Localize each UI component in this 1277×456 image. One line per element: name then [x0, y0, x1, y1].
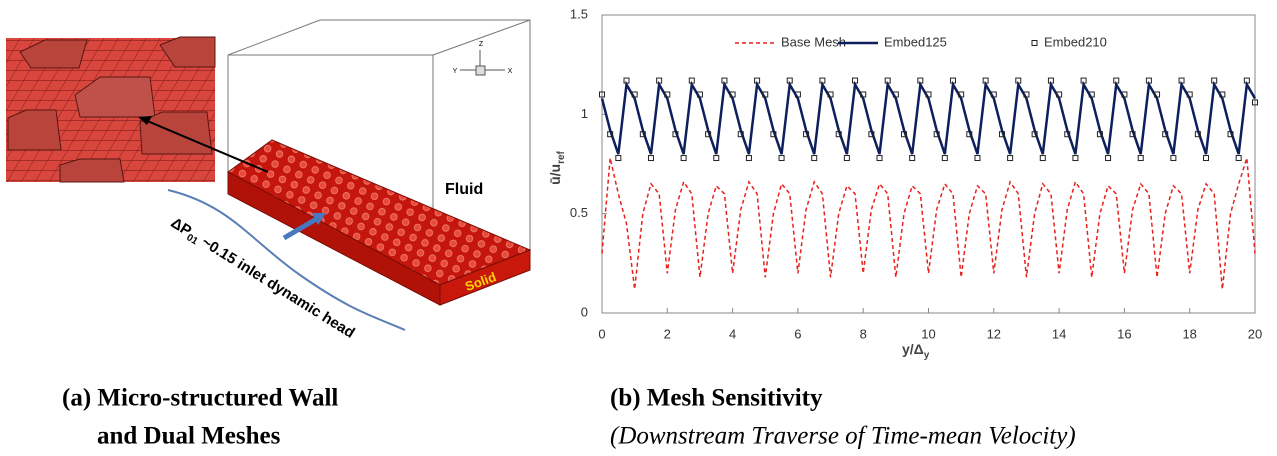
- data-point: [1106, 156, 1111, 161]
- x-tick-label: 0: [598, 326, 605, 341]
- y-tick-label: 0: [581, 304, 588, 319]
- x-tick-label: 6: [794, 326, 801, 341]
- data-point: [910, 156, 915, 161]
- data-point: [616, 156, 621, 161]
- fluid-label: Fluid: [445, 181, 483, 198]
- data-point: [942, 156, 947, 161]
- x-tick-label: 14: [1052, 326, 1066, 341]
- axis-x: X: [508, 68, 513, 75]
- data-point: [1204, 156, 1209, 161]
- data-point: [779, 156, 784, 161]
- x-tick-label: 2: [664, 326, 671, 341]
- x-tick-label: 12: [987, 326, 1001, 341]
- y-tick-label: 1: [581, 106, 588, 121]
- data-point: [714, 156, 719, 161]
- data-point: [812, 156, 817, 161]
- mesh-inset: [6, 37, 215, 182]
- axis-triad: [460, 50, 505, 75]
- data-point: [1008, 156, 1013, 161]
- data-point: [877, 156, 882, 161]
- data-point: [1040, 156, 1045, 161]
- x-tick-label: 20: [1248, 326, 1262, 341]
- caption-b: (b) Mesh Sensitivity: [610, 385, 823, 412]
- data-line: [602, 158, 1255, 289]
- axis-y: Y: [453, 68, 458, 75]
- data-point: [648, 156, 653, 161]
- figure: Fluid Solid Z Y X ΔP01 ~0.15 inlet dynam…: [0, 0, 1277, 456]
- x-axis-label: y/Δy: [902, 341, 930, 361]
- legend-label: Base Mesh: [781, 34, 846, 49]
- legend-marker: [1032, 41, 1037, 46]
- caption-a: and Dual Meshes: [97, 423, 281, 450]
- data-point: [681, 156, 686, 161]
- x-tick-label: 10: [921, 326, 935, 341]
- y-label-sub: ref: [556, 150, 567, 163]
- y-tick-label: 0.5: [570, 205, 588, 220]
- data-point: [844, 156, 849, 161]
- x-tick-label: 4: [729, 326, 736, 341]
- data-point: [1138, 156, 1143, 161]
- y-label-main: ū/u: [547, 164, 563, 185]
- data-point: [746, 156, 751, 161]
- data-point: [1171, 156, 1176, 161]
- axis-z: Z: [479, 41, 484, 48]
- data-line: [602, 85, 1255, 155]
- x-tick-label: 16: [1117, 326, 1131, 341]
- y-tick-label: 1.5: [570, 6, 588, 21]
- data-point: [1236, 156, 1241, 161]
- y-axis-label: ū/uref: [547, 150, 567, 184]
- data-point: [1073, 156, 1078, 161]
- legend-label: Embed125: [884, 34, 947, 49]
- data-point: [975, 156, 980, 161]
- caption-b: (Downstream Traverse of Time-mean Veloci…: [610, 423, 1076, 450]
- x-tick-label: 8: [860, 326, 867, 341]
- x-label-main: y/Δ: [902, 341, 924, 357]
- x-tick-label: 18: [1182, 326, 1196, 341]
- x-label-sub: y: [924, 350, 930, 361]
- caption-a: (a) Micro-structured Wall: [62, 385, 338, 412]
- legend-label: Embed210: [1044, 34, 1107, 49]
